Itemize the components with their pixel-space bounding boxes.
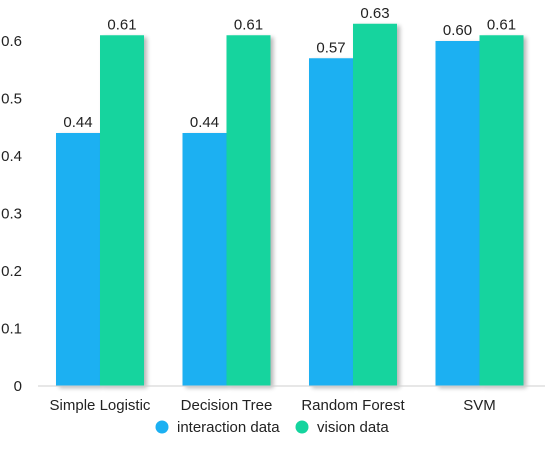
y-tick-label: 0.6 bbox=[1, 33, 22, 50]
bar-interaction-decision-tree bbox=[182, 133, 227, 386]
bar-vision-svm bbox=[479, 35, 524, 386]
data-label: 0.44 bbox=[63, 114, 92, 131]
bar-interaction-simple-logistic bbox=[56, 133, 100, 386]
y-tick-label: 0 bbox=[14, 378, 22, 395]
y-tick-label: 0.3 bbox=[1, 206, 22, 223]
bar-vision-random-forest bbox=[353, 23, 397, 386]
bar-interaction-svm bbox=[435, 41, 480, 386]
y-tick-label: 0.4 bbox=[1, 148, 22, 165]
y-tick-label: 0.1 bbox=[1, 321, 22, 338]
bar-vision-decision-tree bbox=[226, 35, 271, 386]
data-label: 0.63 bbox=[360, 5, 389, 22]
x-tick-label: SVM bbox=[463, 397, 496, 414]
data-label: 0.44 bbox=[190, 114, 219, 131]
x-tick-label: Random Forest bbox=[301, 397, 405, 414]
y-tick-label: 0.2 bbox=[1, 263, 22, 280]
bar-interaction-random-forest bbox=[309, 58, 353, 386]
data-label: 0.57 bbox=[316, 39, 345, 56]
legend-marker-interaction bbox=[155, 420, 169, 434]
x-tick-label: Decision Tree bbox=[181, 397, 273, 414]
legend-marker-vision bbox=[295, 420, 309, 434]
y-tick-label: 0.5 bbox=[1, 91, 22, 108]
legend: interaction data vision data bbox=[155, 419, 389, 436]
bar-vision-simple-logistic bbox=[100, 35, 144, 386]
x-axis-labels: Simple Logistic Decision Tree Random Fores… bbox=[50, 397, 496, 414]
data-label: 0.61 bbox=[487, 16, 516, 33]
legend-label: vision data bbox=[317, 419, 389, 436]
data-label: 0.60 bbox=[443, 22, 472, 39]
bars-group: 0.44 0.61 0.44 0.61 0.57 0.63 0.60 0.61 bbox=[38, 5, 545, 387]
data-label: 0.61 bbox=[234, 16, 263, 33]
data-label: 0.61 bbox=[107, 16, 136, 33]
y-axis-ticks: 0 0.1 0.2 0.3 0.4 0.5 0.6 bbox=[1, 33, 22, 395]
x-tick-label: Simple Logistic bbox=[50, 397, 151, 414]
legend-label: interaction data bbox=[177, 419, 280, 436]
